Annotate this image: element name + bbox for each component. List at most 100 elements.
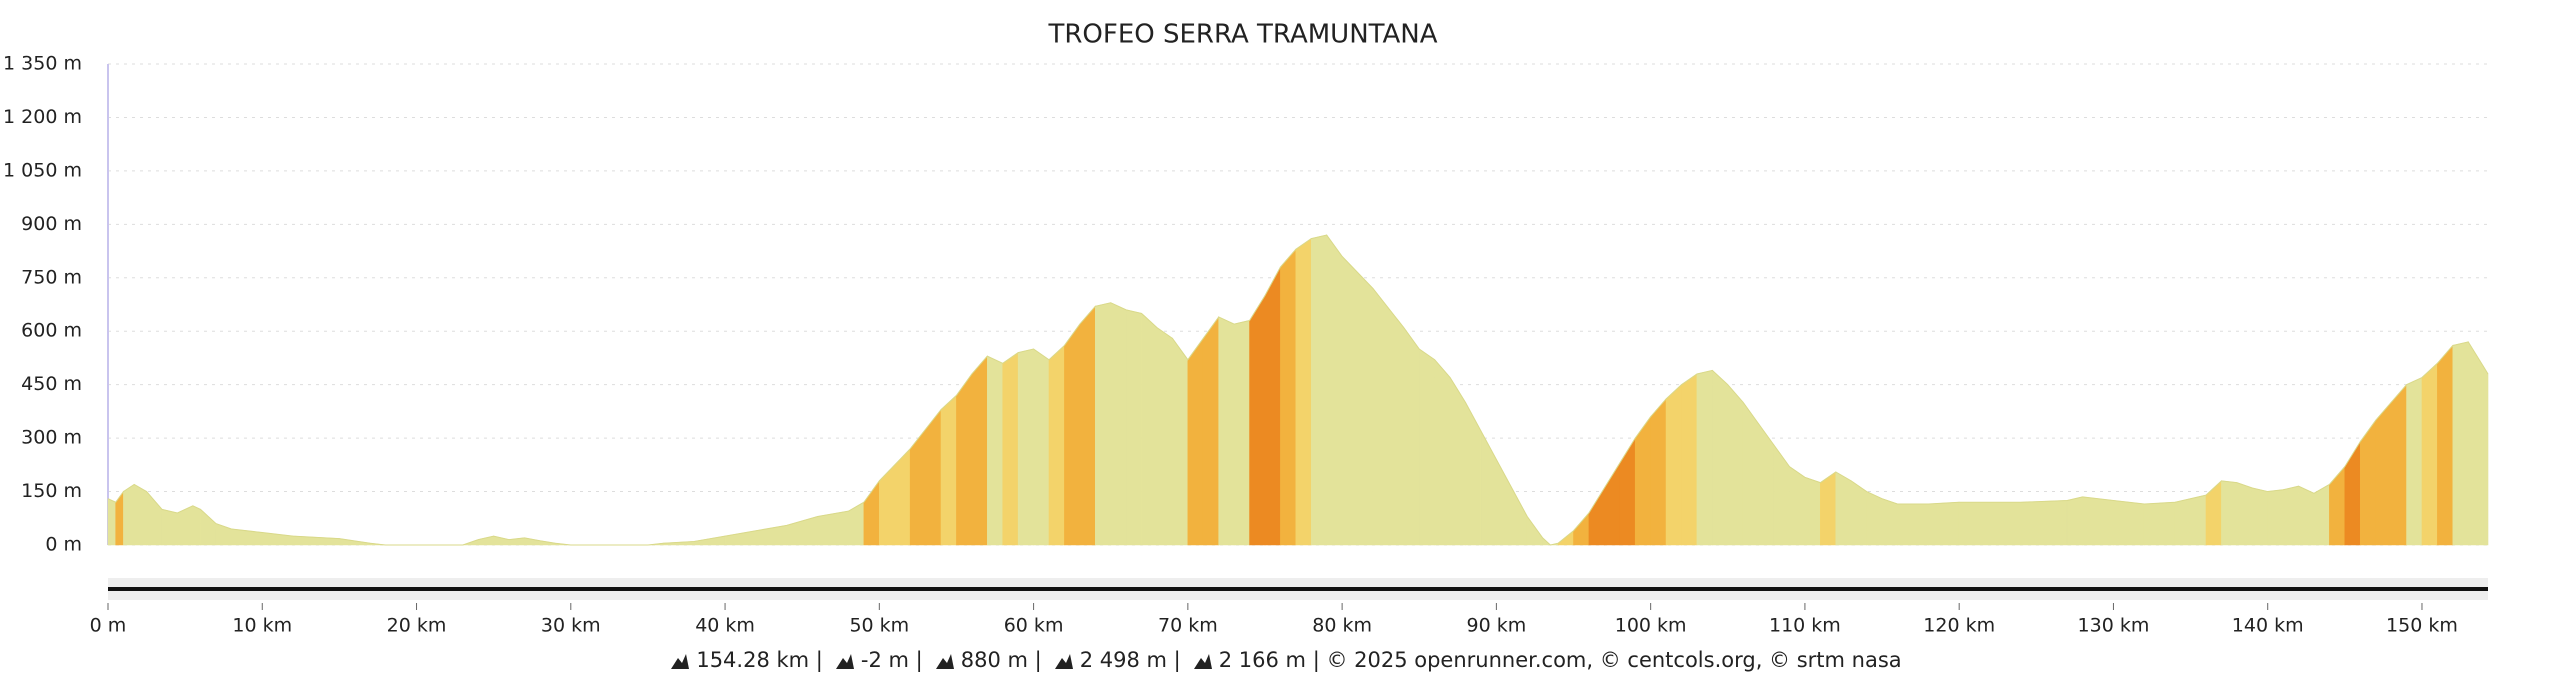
elevation-segment: [1496, 459, 1513, 546]
elevation-segment: [123, 483, 135, 546]
elevation-segment: [2282, 485, 2299, 546]
elevation-segment: [1172, 337, 1189, 546]
stat-icon: [935, 654, 954, 669]
elevation-segment: [1665, 383, 1682, 546]
elevation-segment: [2329, 465, 2346, 546]
elevation-segment: [817, 510, 849, 546]
elevation-segment: [956, 373, 973, 546]
chart: TROFEO SERRA TRAMUNTANA 0 m 150 m 300 m 450…: [3, 20, 2489, 637]
elevation-segment: [2375, 401, 2392, 546]
elevation-segment: [215, 523, 232, 546]
elevation-segment: [1094, 302, 1112, 546]
elevation-segment: [1696, 370, 1713, 546]
elevation-segment: [863, 479, 880, 546]
elevation-segment: [2313, 483, 2330, 546]
x-tick-label: 40 km: [695, 615, 755, 637]
y-tick-label: 750 m: [21, 266, 82, 288]
x-tick-label: 80 km: [1312, 615, 1372, 637]
stat-icon: [835, 654, 854, 669]
elevation-segment: [1048, 344, 1065, 546]
elevation-segment: [1526, 515, 1543, 546]
elevation-segment: [2437, 344, 2454, 546]
elevation-segment: [1866, 491, 1883, 546]
stat: -2 m: [860, 648, 909, 672]
elevation-segment: [1511, 487, 1528, 546]
y-tick-label: 150 m: [21, 480, 82, 502]
elevation-segment: [2205, 480, 2222, 546]
elevation-segment: [1295, 238, 1312, 546]
stat: 2 498 m: [1079, 648, 1167, 672]
elevation-segment: [161, 508, 178, 546]
elevation-segment: [146, 490, 163, 546]
stat: 2 166 m: [1218, 648, 1306, 672]
elevation-segment: [2082, 496, 2114, 546]
y-tick-label: 1 200 m: [3, 106, 82, 128]
elevation-segment: [2298, 485, 2315, 546]
y-tick-label: 1 350 m: [3, 53, 82, 75]
stat: 154.28 km: [696, 648, 810, 672]
stat-icon: [1193, 654, 1212, 669]
elevation-segment: [1434, 358, 1451, 546]
elevation-segment: [231, 528, 263, 546]
stat: 880 m: [960, 648, 1028, 672]
elevation-segment: [115, 490, 124, 546]
elevation-segment: [1218, 316, 1235, 546]
elevation-segment: [848, 501, 865, 546]
x-tick-label: 20 km: [387, 615, 447, 637]
elevation-segment: [1233, 320, 1250, 546]
elevation-segment: [1002, 352, 1019, 546]
elevation-segment: [1650, 398, 1667, 546]
elevation-segment: [1835, 471, 1852, 546]
x-tick-label: 110 km: [1769, 615, 1841, 637]
elevation-segments: [107, 234, 2489, 546]
elevation-segment: [1264, 266, 1281, 546]
elevation-segment: [1372, 287, 1405, 546]
elevation-segment: [1773, 444, 1790, 546]
elevation-segment: [1681, 373, 1698, 546]
elevation-segment: [1928, 501, 1960, 546]
x-tick-label: 140 km: [2232, 615, 2304, 637]
elevation-segment: [1449, 376, 1466, 546]
elevation-line: [107, 234, 2489, 546]
elevation-segment: [1958, 501, 2022, 546]
elevation-segment: [1017, 348, 1034, 546]
x-tick-label: 120 km: [1923, 615, 1995, 637]
y-tick-label: 900 m: [21, 213, 82, 235]
elevation-segment: [1573, 512, 1590, 546]
elevation-segment: [1403, 326, 1420, 546]
elevation-segment: [2452, 341, 2469, 546]
y-tick-label: 1 050 m: [3, 159, 82, 181]
y-tick-label: 300 m: [21, 427, 82, 449]
elevation-segment: [1341, 255, 1374, 546]
credit: © 2025 openrunner.com, © centcols.org, ©…: [1326, 648, 1902, 672]
elevation-segment: [1804, 476, 1821, 546]
elevation-segment: [1110, 302, 1127, 546]
elevation-segment: [1280, 248, 1297, 546]
separator: |: [815, 648, 823, 672]
elevation-segment: [107, 498, 117, 546]
elevation-segment: [971, 355, 988, 546]
x-tick-label: 30 km: [541, 615, 601, 637]
elevation-segment: [2251, 487, 2269, 546]
elevation-segment: [2421, 362, 2438, 546]
elevation-segment: [2221, 480, 2238, 546]
elevation-segment: [1326, 234, 1343, 546]
elevation-segment: [2390, 383, 2407, 546]
elevation-segment: [1727, 383, 1744, 546]
elevation-segment: [2344, 440, 2361, 546]
elevation-segment: [2267, 489, 2284, 546]
elevation-segment: [724, 530, 757, 546]
separator: |: [1312, 648, 1320, 672]
x-tick-label: 130 km: [2078, 615, 2150, 637]
elevation-segment: [2467, 340, 2484, 546]
y-tick-label: 450 m: [21, 373, 82, 395]
x-tick-label: 60 km: [1004, 615, 1064, 637]
elevation-segment: [1588, 486, 1605, 546]
x-tick-label: 10 km: [232, 615, 292, 637]
stat-icon: [671, 654, 690, 669]
elevation-segment: [1742, 401, 1759, 546]
elevation-segment: [2406, 377, 2423, 546]
elevation-segment: [1141, 312, 1158, 546]
stat-icon: [1054, 654, 1073, 669]
elevation-segment: [2113, 500, 2145, 546]
